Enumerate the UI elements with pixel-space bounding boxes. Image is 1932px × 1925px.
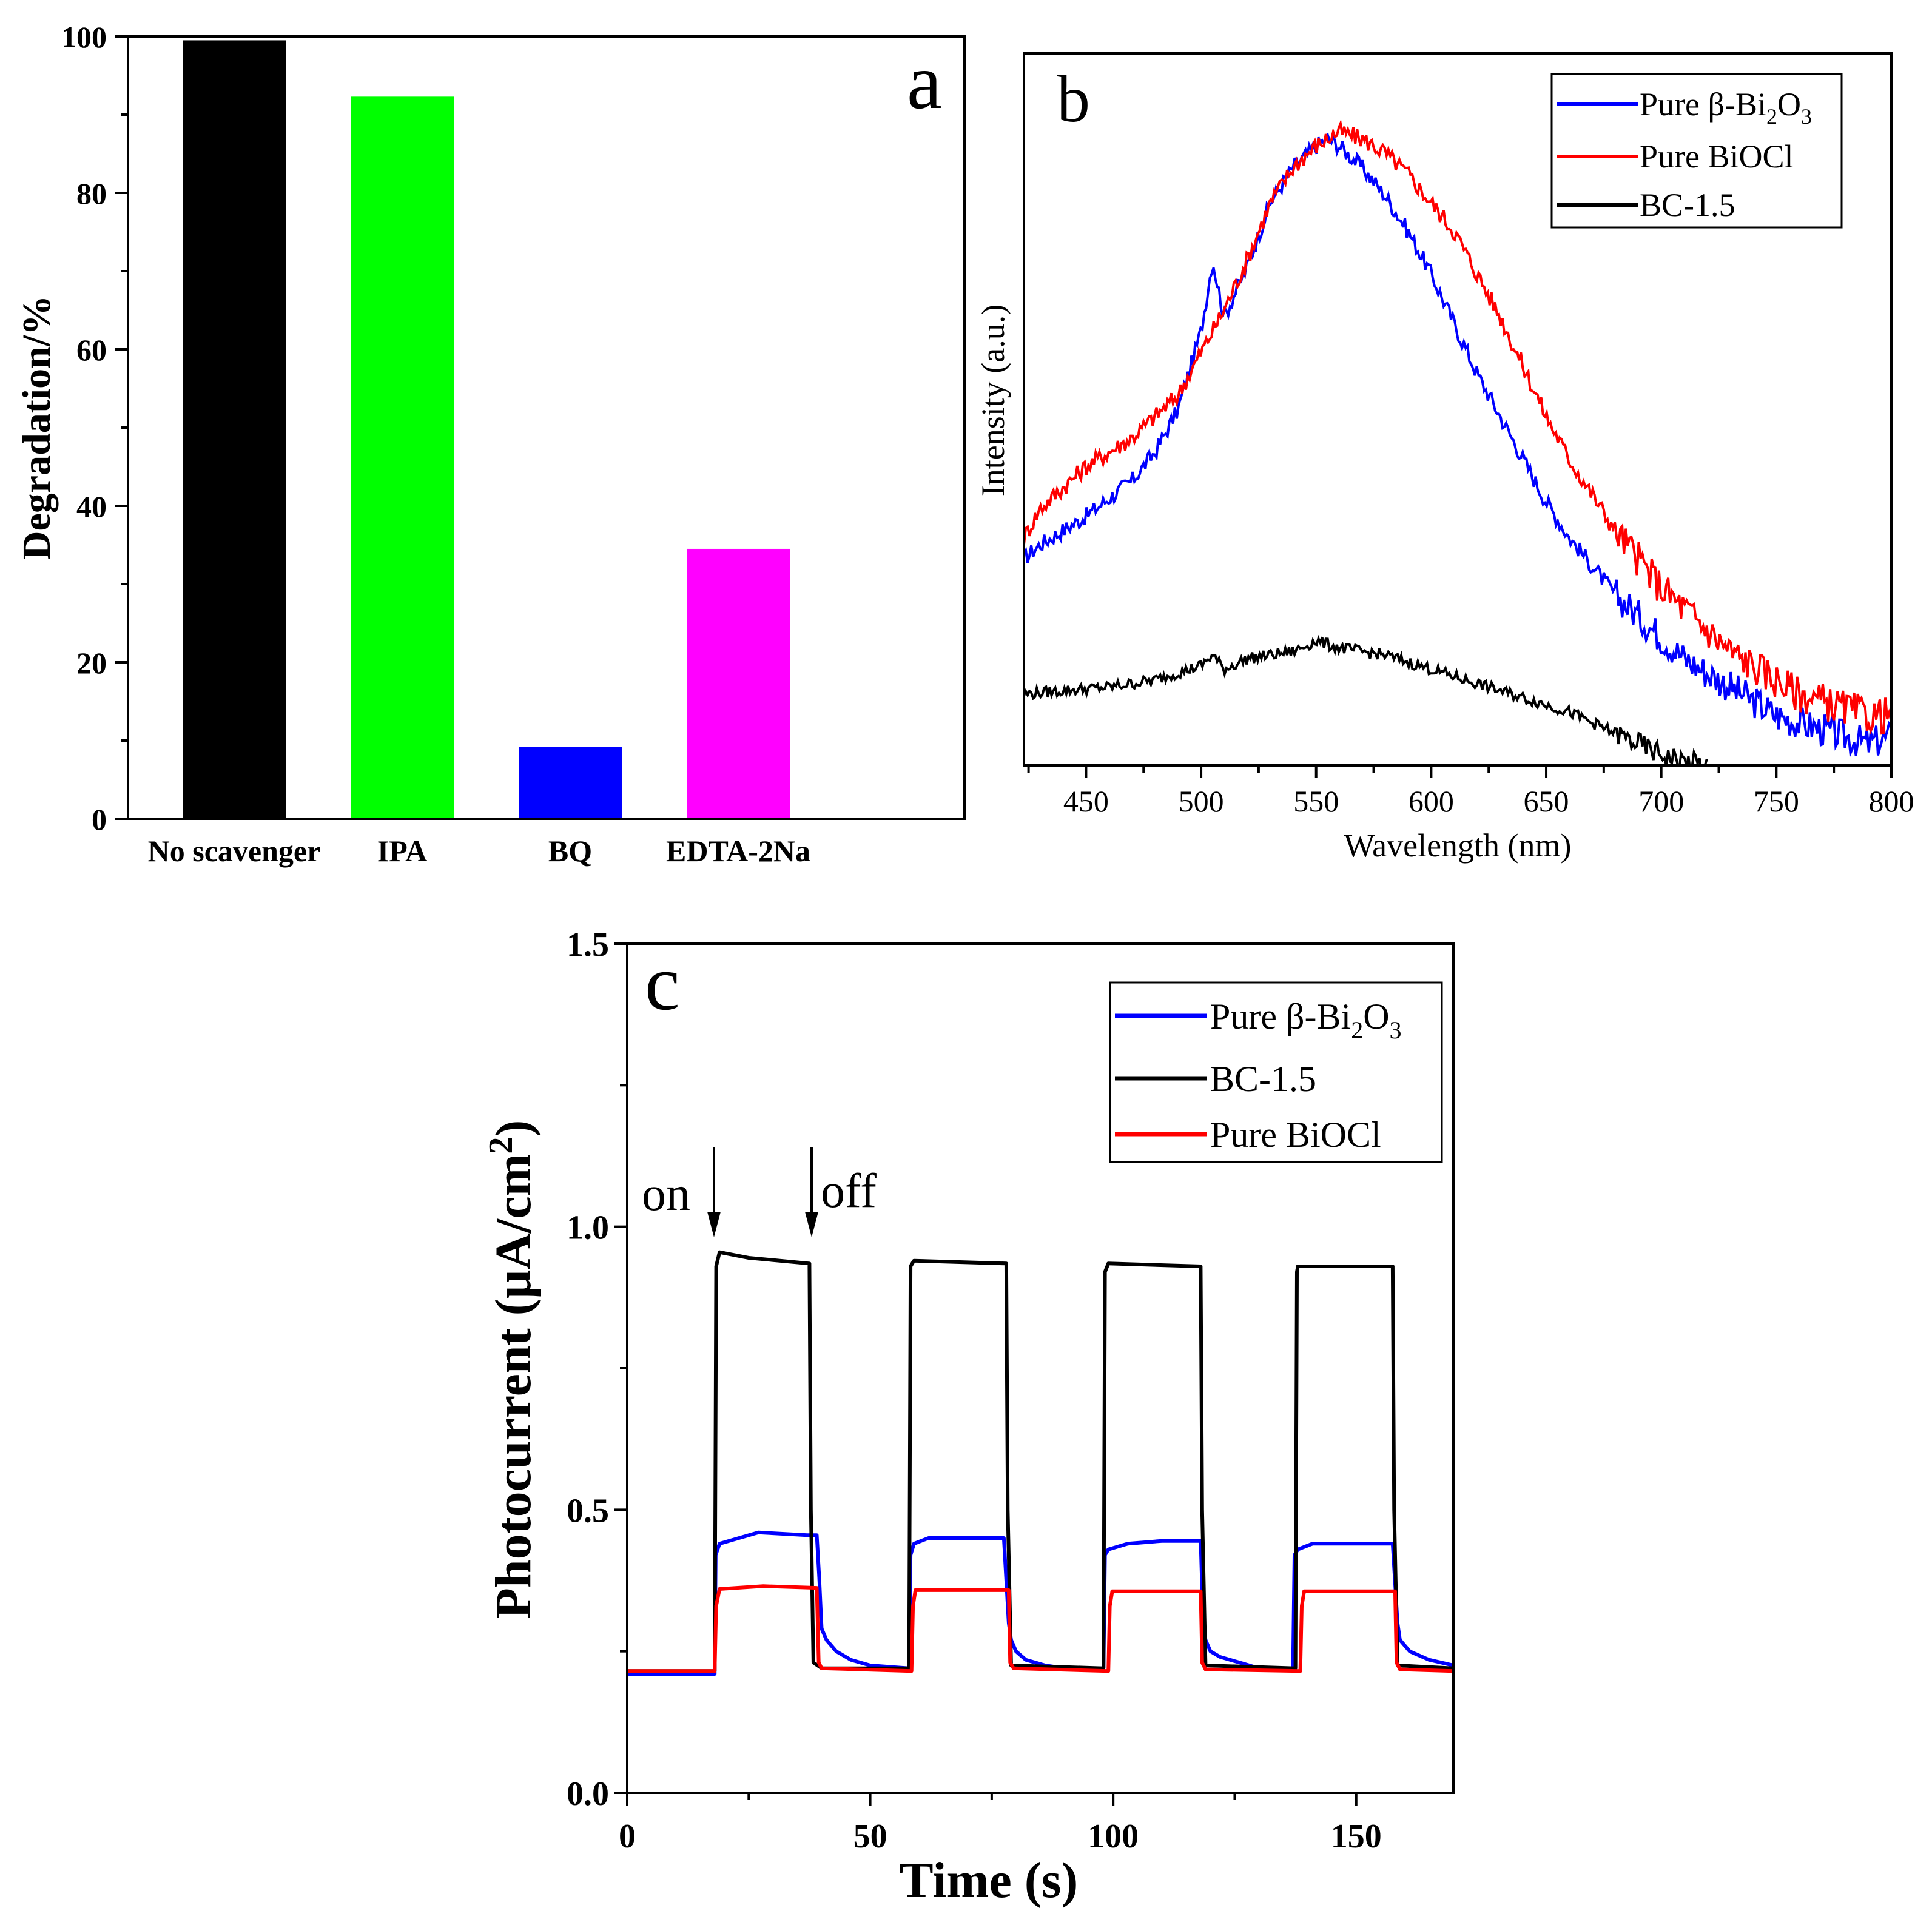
arrow-off-icon [805, 1147, 818, 1237]
bar-bq [519, 747, 622, 819]
y-tick-label: 0.0 [567, 1775, 609, 1813]
panel-a-y-axis-label: Degradation/% [15, 295, 59, 560]
panel-b-legend: Pure β-Bi2O3 Pure BiOCl BC-1.5 [1550, 73, 1843, 229]
panel-b-x-axis-label: Wavelength (nm) [1344, 827, 1571, 864]
x-tick-label: 700 [1638, 784, 1684, 818]
x-tick-label: EDTA-2Na [666, 834, 810, 868]
y-tick-label: 1.0 [567, 1209, 609, 1247]
panel-c-label: c [645, 939, 680, 1027]
panel-b-frame [1023, 52, 1893, 767]
legend-c-label-bc15: BC-1.5 [1210, 1059, 1316, 1099]
x-tick-label: 100 [1088, 1818, 1139, 1855]
panel-c-line-chart: 0 50 100 150 0.0 0.5 1.0 1.5 Time (s) Photocurr… [482, 926, 1455, 1909]
annotation-off: off [821, 1164, 877, 1218]
y-tick-label: 0 [92, 802, 107, 836]
legend-label-bi2o3: Pure β-Bi2O3 [1640, 86, 1812, 129]
panel-b-y-axis-label: Intensity (a.u.) [975, 304, 1011, 496]
x-tick-label: 750 [1754, 784, 1799, 818]
x-tick-label: IPA [377, 834, 427, 868]
bar-no-scavenger [183, 40, 286, 819]
y-tick-label: 20 [76, 646, 107, 680]
panel-c-x-axis-label: Time (s) [900, 1852, 1079, 1909]
y-tick-label: 80 [76, 176, 107, 210]
x-tick-label: No scavenger [148, 834, 321, 868]
y-tick-label: 60 [76, 333, 107, 367]
x-tick-label: 500 [1179, 784, 1224, 818]
x-tick-label: 650 [1524, 784, 1569, 818]
arrow-on-icon [707, 1147, 721, 1237]
y-tick-label: 0.5 [567, 1492, 609, 1530]
x-tick-label: 600 [1409, 784, 1454, 818]
legend-c-label-bi2o3: Pure β-Bi2O3 [1210, 996, 1402, 1044]
x-tick-label: 0 [619, 1818, 636, 1855]
panel-a-label: a [907, 38, 942, 126]
x-tick-label: 150 [1331, 1818, 1382, 1855]
legend-label-bc15: BC-1.5 [1640, 187, 1735, 223]
x-tick-label: 450 [1063, 784, 1109, 818]
y-tick-label: 100 [61, 20, 107, 54]
series-line-1 [1024, 119, 1891, 735]
panel-a-bar-chart: 0 20 40 60 80 100 No scavenger IPA BQ EDTA-2Na D… [15, 20, 966, 868]
x-tick-label: 50 [853, 1818, 887, 1855]
bar-ipa [351, 96, 454, 819]
series-line-0 [1024, 132, 1891, 758]
panel-b-label: b [1057, 62, 1090, 136]
legend-label-biocl: Pure BiOCl [1640, 138, 1794, 175]
photocurrent-series-2 [627, 1584, 1453, 1673]
y-tick-label: 40 [76, 489, 107, 523]
panel-c-y-axis-label: Photocurrent (μA/cm2) [482, 1120, 542, 1619]
annotation-on: on [642, 1167, 690, 1221]
x-tick-label: BQ [548, 834, 592, 868]
series-line-2 [1024, 634, 1708, 765]
legend-c-label-biocl: Pure BiOCl [1210, 1115, 1381, 1155]
photocurrent-series-0 [627, 1530, 1453, 1676]
x-tick-label: 800 [1869, 784, 1914, 818]
panel-b-line-chart: 450 500 550 600 650 700 750 800 Wavelength (nm)… [975, 52, 1914, 864]
photocurrent-series-1 [627, 1250, 1453, 1673]
panel-c-legend: Pure β-Bi2O3 BC-1.5 Pure BiOCl [1109, 981, 1443, 1163]
y-tick-label: 1.5 [567, 926, 609, 964]
bar-edta-2na [687, 548, 790, 819]
x-tick-label: 550 [1293, 784, 1339, 818]
